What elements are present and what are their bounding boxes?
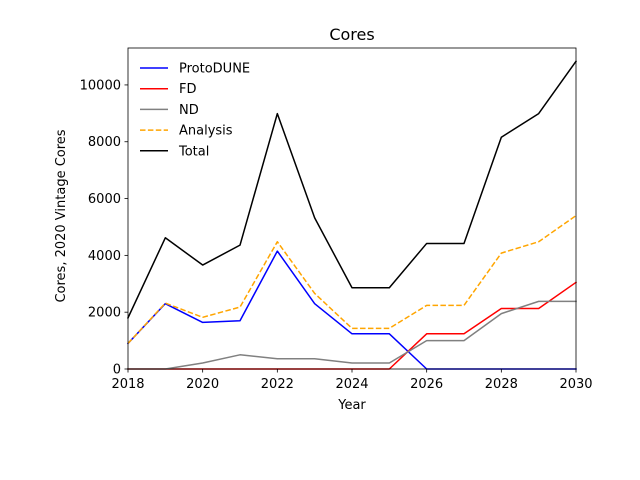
y-tick-label: 0 [113, 363, 121, 378]
legend-label-analysis: Analysis [179, 124, 233, 139]
legend-label-protodune: ProtoDUNE [179, 62, 250, 77]
x-tick-label: 2024 [335, 377, 368, 392]
y-axis-ticks: 0 2000 4000 6000 8000 10000 [80, 78, 128, 378]
series-line-nd [127, 300, 577, 370]
x-tick-label: 2020 [186, 377, 219, 392]
x-tick-label: 2018 [111, 377, 144, 392]
chart-title: Cores [329, 25, 374, 44]
series-line-total [127, 60, 578, 319]
y-tick-label: 10000 [80, 78, 121, 93]
y-axis-label: Cores, 2020 Vintage Cores [54, 129, 69, 302]
y-tick-label: 8000 [88, 135, 121, 150]
x-axis-ticks: 2018 2020 2022 2024 2026 2028 2030 [111, 369, 593, 392]
x-tick-label: 2026 [410, 377, 443, 392]
x-axis-label: Year [337, 398, 366, 413]
legend-label-fd: FD [179, 82, 197, 97]
x-tick-label: 2030 [559, 377, 592, 392]
series-line-analysis [127, 214, 577, 344]
legend: ProtoDUNE FD ND Analysis Total [140, 62, 250, 159]
x-tick-label: 2022 [261, 377, 294, 392]
y-tick-label: 4000 [88, 249, 121, 264]
legend-label-total: Total [178, 144, 209, 159]
y-tick-label: 6000 [88, 192, 121, 207]
y-tick-label: 2000 [88, 306, 121, 321]
legend-label-nd: ND [179, 103, 199, 118]
x-tick-label: 2028 [485, 377, 518, 392]
